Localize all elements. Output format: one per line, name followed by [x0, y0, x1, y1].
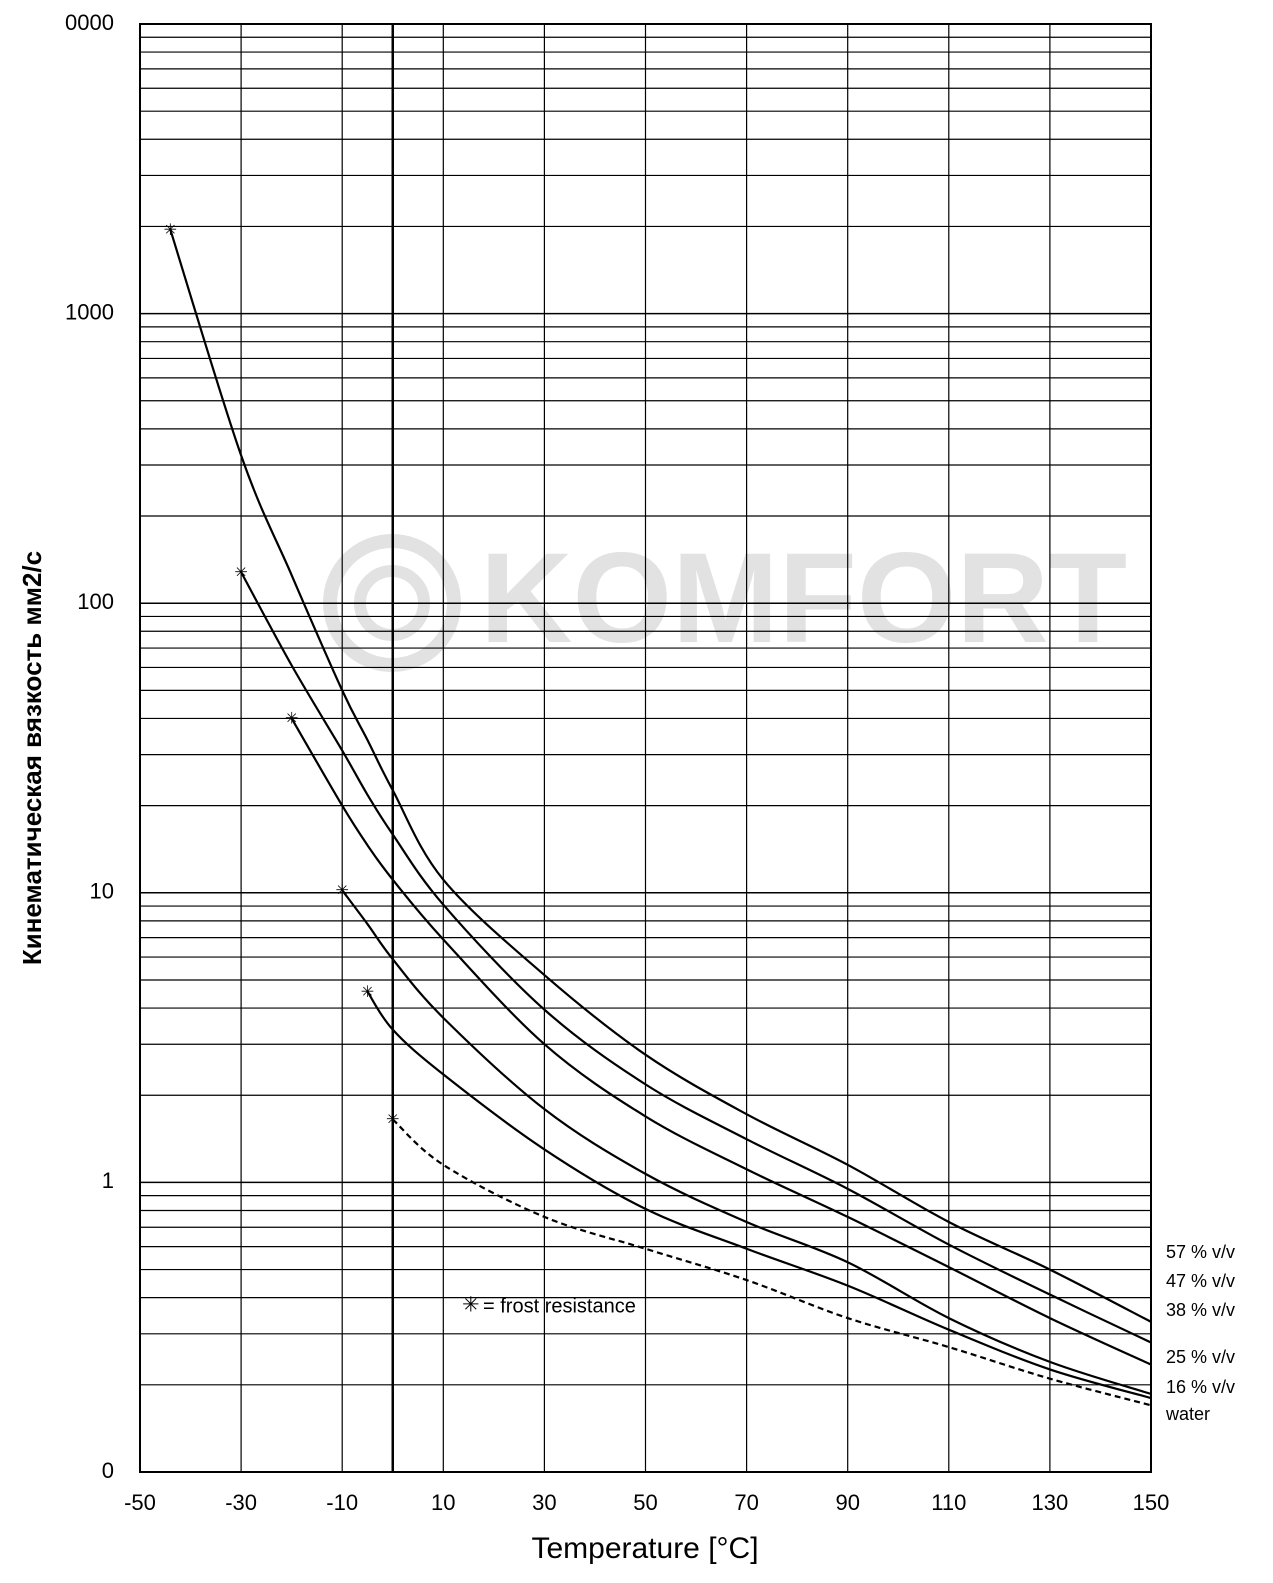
frost-marker: ✳ — [335, 883, 348, 900]
plot-frame — [139, 23, 1152, 1473]
y-tick-label: 1000 — [65, 299, 114, 324]
x-tick-label: 130 — [1032, 1490, 1069, 1515]
y-tick-label: 10 — [90, 879, 114, 904]
frost-star: ✳ — [462, 1294, 480, 1317]
series-label: 25 % v/v — [1166, 1347, 1235, 1367]
frost-marker: ✳ — [285, 711, 298, 728]
y-tick-label: 100 — [77, 589, 114, 614]
frost-marker: ✳ — [386, 1112, 399, 1129]
y-axis-label: Кинематическая вязкость мм2/с — [17, 551, 47, 965]
series-line — [290, 717, 1152, 1366]
x-tick-label: 50 — [633, 1490, 657, 1515]
frost-marker: ✳ — [361, 984, 374, 1001]
x-tick-label: 70 — [734, 1490, 758, 1515]
y-tick-label: 0 — [102, 1458, 114, 1483]
x-tick-label: 150 — [1133, 1490, 1170, 1515]
series-line — [392, 1118, 1152, 1407]
x-tick-label: 30 — [532, 1490, 556, 1515]
watermark: KOMFORT — [480, 527, 1127, 670]
x-tick-label: -30 — [225, 1490, 257, 1515]
y-tick-label: 0000 — [65, 10, 114, 35]
x-tick-label: 10 — [431, 1490, 455, 1515]
frost-marker: ✳ — [164, 222, 177, 239]
series-label: 16 % v/v — [1166, 1377, 1235, 1397]
series-label: 47 % v/v — [1166, 1271, 1235, 1291]
x-tick-label: -10 — [326, 1490, 358, 1515]
series-line — [341, 889, 1152, 1395]
x-tick-label: 110 — [931, 1490, 966, 1515]
frost-marker: ✳ — [234, 564, 247, 581]
series-label: water — [1165, 1404, 1210, 1424]
x-axis-label: Temperature [°C] — [531, 1532, 758, 1565]
x-tick-label: -50 — [124, 1490, 156, 1515]
series-label: 57 % v/v — [1166, 1242, 1235, 1262]
series-line — [366, 990, 1152, 1400]
y-tick-label: 1 — [102, 1168, 114, 1193]
series-line — [169, 229, 1152, 1323]
series-label: 38 % v/v — [1166, 1300, 1235, 1320]
annotation: = frost resistance — [483, 1295, 636, 1317]
x-tick-label: 90 — [835, 1490, 859, 1515]
series-line — [240, 571, 1152, 1344]
